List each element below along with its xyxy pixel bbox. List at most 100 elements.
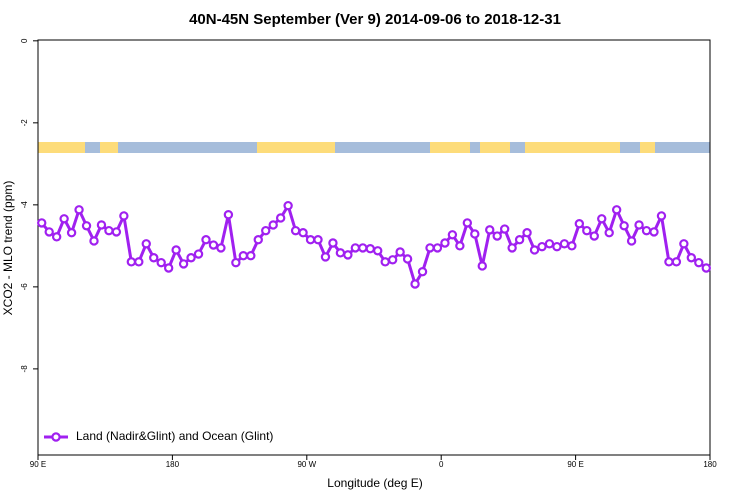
point — [335, 248, 346, 258]
point — [216, 243, 226, 253]
point — [275, 213, 286, 223]
point — [559, 239, 570, 249]
point — [574, 219, 585, 229]
point — [246, 251, 256, 261]
point — [455, 241, 465, 251]
point — [597, 214, 607, 224]
point — [380, 257, 390, 267]
point — [447, 230, 458, 240]
point — [193, 249, 204, 259]
point — [373, 246, 383, 256]
y-tick-label: -4 — [20, 201, 29, 209]
point — [238, 251, 249, 261]
point — [223, 209, 234, 220]
point — [417, 266, 428, 277]
point — [141, 239, 151, 249]
y-tick-label: -6 — [20, 283, 29, 291]
point — [261, 225, 271, 236]
point — [626, 236, 637, 246]
plot-frame — [37, 39, 711, 456]
point — [425, 243, 435, 253]
point — [694, 257, 704, 268]
point — [201, 235, 211, 245]
point — [567, 241, 577, 251]
point — [470, 229, 480, 239]
point — [111, 227, 122, 237]
x-axis-label: Longitude (deg E) — [327, 476, 422, 490]
point — [253, 235, 263, 245]
point — [664, 257, 674, 267]
point — [686, 253, 697, 263]
point — [529, 245, 540, 255]
point — [582, 225, 592, 236]
land-ocean-strip — [38, 142, 710, 153]
point — [74, 205, 84, 215]
point — [149, 253, 159, 263]
x-tick-label: 180 — [166, 460, 180, 469]
x-tick-label: 0 — [439, 460, 444, 469]
point — [395, 247, 405, 257]
y-axis-label: XCO2 - MLO trend (ppm) — [1, 181, 15, 316]
point — [104, 225, 114, 236]
point — [485, 225, 495, 235]
point — [313, 235, 323, 245]
point — [634, 220, 644, 230]
point — [134, 257, 144, 267]
point — [604, 228, 614, 238]
point — [499, 224, 510, 234]
point — [186, 253, 196, 263]
point — [701, 263, 711, 273]
x-tick-label: 90 W — [297, 460, 316, 469]
point — [37, 218, 47, 228]
point — [283, 200, 293, 211]
point — [522, 228, 532, 238]
point — [656, 211, 667, 221]
point — [156, 257, 166, 268]
point — [402, 254, 413, 264]
point — [679, 239, 689, 249]
point — [89, 236, 99, 246]
point — [126, 257, 137, 267]
point — [552, 241, 562, 252]
point — [320, 252, 331, 262]
point — [514, 235, 525, 245]
point — [544, 239, 555, 249]
point — [343, 250, 353, 260]
y-tick-label: -8 — [20, 365, 29, 373]
point — [59, 214, 69, 224]
point — [432, 243, 443, 253]
point — [358, 243, 368, 253]
point — [477, 261, 487, 271]
point — [589, 231, 599, 241]
point — [641, 225, 652, 236]
point — [462, 218, 473, 228]
point — [387, 255, 398, 265]
point — [208, 240, 219, 250]
point — [649, 227, 659, 237]
point — [119, 211, 129, 221]
legend-marker — [51, 432, 61, 442]
point — [51, 232, 62, 242]
point — [507, 243, 517, 253]
x-tick-label: 180 — [703, 460, 717, 469]
point — [410, 279, 420, 289]
point — [671, 257, 682, 267]
point — [298, 228, 308, 238]
point — [440, 238, 450, 248]
y-tick-label: -2 — [20, 119, 29, 127]
point — [619, 221, 629, 231]
point — [537, 241, 547, 252]
y-tick-label: 0 — [20, 38, 29, 43]
point — [492, 231, 502, 241]
point — [231, 257, 241, 268]
point — [178, 259, 189, 269]
point — [163, 263, 174, 273]
point — [365, 244, 375, 254]
point — [305, 235, 316, 245]
point — [44, 227, 54, 237]
chart-title: 40N-45N September (Ver 9) 2014-09-06 to … — [189, 11, 561, 28]
x-tick-label: 90 E — [567, 460, 583, 469]
point — [268, 220, 278, 230]
series-line — [40, 202, 708, 288]
